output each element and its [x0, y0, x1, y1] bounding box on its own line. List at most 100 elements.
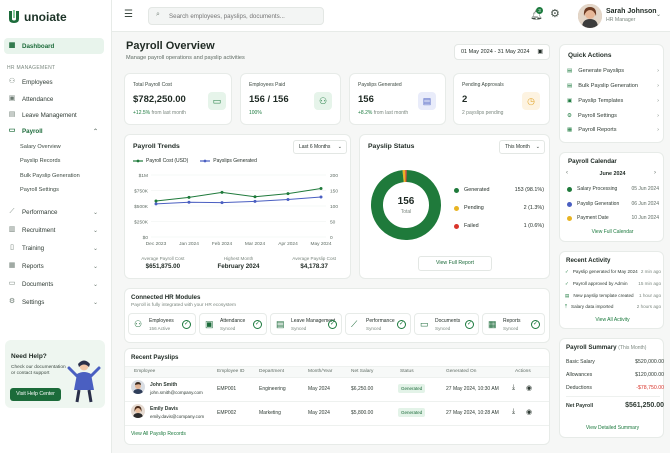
help-text: Check our documentation or contact suppo… — [11, 365, 66, 376]
stat-sub-text: from last month — [372, 110, 409, 116]
chevron-right-icon[interactable]: › — [654, 170, 656, 176]
period-select[interactable]: Last 6 Months ⌄ — [293, 140, 347, 154]
module-performance[interactable]: ⟋ Performance Synced ✓ — [345, 313, 411, 335]
y-left-tick-label: $750K — [134, 188, 149, 194]
card-title: Payroll Trends — [133, 143, 180, 150]
view-detailed-summary-link[interactable]: View Detailed Summary — [585, 425, 640, 431]
sidebar-item-attendance[interactable]: ▣ Attendance — [4, 91, 104, 107]
module-status: Synced — [503, 326, 519, 331]
leave-icon: ▤ — [276, 319, 285, 329]
notification-badge: 3 — [536, 7, 543, 14]
month-year: May 2024 — [308, 386, 330, 392]
help-center-button[interactable]: Visit Help Center — [10, 388, 61, 401]
module-status: Synced — [291, 326, 307, 331]
series-line — [155, 196, 322, 205]
sub-item-salary-overview[interactable]: Salary Overview — [20, 144, 61, 150]
summary-row: Allowances $120,000.00 — [566, 372, 664, 378]
stat-label: Total Payroll Cost — [133, 82, 172, 88]
summary-value: February 2024 — [217, 263, 260, 270]
event-dot — [567, 186, 572, 192]
quick-action-bulk-generation[interactable]: ▤ Bulk Payslip Generation › — [567, 83, 659, 89]
module-leave-management[interactable]: ▤ Leave Management Synced ✓ — [270, 313, 342, 335]
quick-action-label: Payslip Templates — [578, 98, 624, 104]
stat-change: +12.5% — [133, 110, 151, 116]
sidebar-item-recruitment[interactable]: ▥ Recruitment ⌄ — [4, 222, 104, 238]
module-reports[interactable]: ▦ Reports Synced ✓ — [482, 313, 545, 335]
chevron-down-icon[interactable]: ⌄ — [656, 12, 662, 18]
period-select[interactable]: This Month ⌄ — [499, 140, 545, 154]
chevron-left-icon[interactable]: ‹ — [566, 170, 568, 176]
sidebar-item-performance[interactable]: ⟋ Performance ⌄ — [4, 204, 104, 220]
sidebar-item-payroll[interactable]: ▭ Payroll ⌃ — [4, 123, 104, 139]
help-title: Need Help? — [11, 353, 47, 360]
module-documents[interactable]: ▭ Documents Synced ✓ — [414, 313, 479, 335]
summary-label: Deductions — [566, 385, 592, 391]
sidebar-item-dashboard[interactable]: ▦ Dashboard — [4, 38, 104, 54]
view-icon[interactable]: ◉ — [526, 409, 533, 416]
event-label: Payment Date — [577, 215, 609, 221]
employee-name: John Smith — [150, 382, 178, 388]
check-circle-icon: ✓ — [253, 320, 262, 329]
download-icon[interactable]: ⤓ — [512, 384, 516, 391]
quick-action-payroll-settings[interactable]: ⚙ Payroll Settings › — [567, 113, 659, 119]
event-date: 10 Jun 2024 — [631, 215, 659, 221]
legend-label: Payslips Generated — [213, 158, 257, 164]
sub-item-payroll-settings[interactable]: Payroll Settings — [20, 187, 59, 193]
sidebar-item-leave[interactable]: ▤ Leave Management — [4, 107, 104, 123]
chart-legend: Payroll Cost (USD) Payslips Generated — [133, 158, 257, 164]
status-value: 1 (0.6%) — [523, 223, 544, 229]
card-title: Connected HR Modules — [131, 294, 201, 301]
sidebar-item-employees[interactable]: ⚇ Employees — [4, 74, 104, 90]
net-salary: $6,250.00 — [351, 386, 374, 392]
stat-sub: 100% — [249, 110, 262, 116]
quick-action-payroll-reports[interactable]: ▦ Payroll Reports › — [567, 127, 659, 133]
data-point — [154, 202, 158, 206]
data-point — [154, 199, 158, 203]
row-divider — [125, 401, 549, 402]
wallet-icon: ▭ — [208, 92, 226, 110]
card-title: Payroll Calendar — [568, 158, 617, 165]
sidebar-item-label: Payroll — [22, 127, 43, 135]
view-all-activity-link[interactable]: View All Activity — [595, 317, 630, 323]
app-logo[interactable]: unoiate — [8, 10, 67, 24]
activity-text: Payslip generated for May 2024 — [572, 269, 638, 274]
date-range-picker[interactable]: 01 May 2024 - 31 May 2024 ▣ — [454, 44, 550, 60]
sidebar-item-label: Dashboard — [22, 42, 55, 50]
sidebar-item-training[interactable]: ▯ Training ⌄ — [4, 240, 104, 256]
event-dot — [567, 201, 572, 207]
avatar[interactable] — [578, 4, 602, 28]
card-title: Payslip Status — [368, 143, 415, 150]
gear-icon[interactable]: ⚙ — [550, 8, 560, 20]
sub-item-payslip-records[interactable]: Payslip Records — [20, 158, 61, 164]
stat-card-payslips-generated: Payslips Generated 156 +8.2% from last m… — [349, 73, 446, 125]
activity-item: ▤ New payslip template created 1 hour ago — [565, 293, 661, 299]
quick-action-templates[interactable]: ▣ Payslip Templates › — [567, 98, 659, 104]
menu-icon[interactable]: ☰ — [124, 9, 133, 20]
sidebar-item-reports[interactable]: ▦ Reports ⌄ — [4, 258, 104, 274]
net-payroll-value: $561,250.00 — [625, 402, 664, 409]
sidebar-item-settings[interactable]: ⚙ Settings ⌄ — [4, 294, 104, 310]
view-icon[interactable]: ◉ — [526, 385, 533, 392]
view-all-payslips-link[interactable]: View All Payslip Records — [131, 431, 186, 437]
module-employees[interactable]: ⚇ Employees 156 Active ✓ — [128, 313, 196, 335]
module-attendance[interactable]: ▣ Attendance Synced ✓ — [199, 313, 267, 335]
user-role: HR Manager — [606, 17, 636, 23]
view-full-calendar-link[interactable]: View Full Calendar — [591, 229, 634, 235]
folder-icon: ▭ — [8, 280, 16, 287]
y-left-tick-label: $0 — [143, 235, 149, 241]
quick-action-generate-payslips[interactable]: ▤ Generate Payslips › — [567, 68, 659, 74]
status-item: Failed 1 (0.6%) — [454, 217, 544, 235]
status-item: Pending 2 (1.3%) — [454, 199, 544, 217]
status-label: Failed — [464, 223, 479, 229]
download-icon[interactable]: ⤓ — [512, 408, 516, 415]
sidebar-item-documents[interactable]: ▭ Documents ⌄ — [4, 276, 104, 292]
sub-item-bulk-payslip[interactable]: Bulk Payslip Generation — [20, 173, 80, 179]
stat-value: 156 / 156 — [249, 94, 289, 105]
quick-action-label: Payroll Settings — [578, 113, 617, 119]
view-full-report-button[interactable]: View Full Report — [418, 256, 492, 271]
search-input[interactable] — [148, 7, 324, 25]
payroll-summary-card: Payroll Summary (This Month) Basic Salar… — [559, 338, 664, 438]
calendar-month: June 2024 — [599, 171, 626, 177]
bell-icon[interactable]: 🔔︎ — [530, 10, 543, 21]
check-circle-icon: ✓ — [397, 320, 406, 329]
